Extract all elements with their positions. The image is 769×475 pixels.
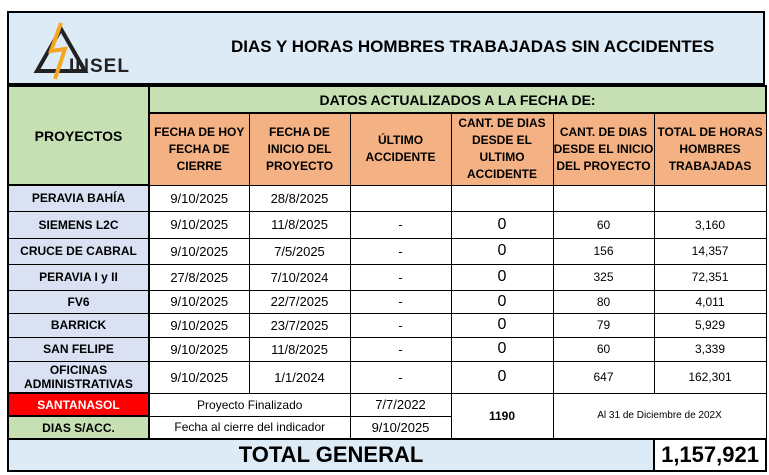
cell: 9/10/2025 bbox=[148, 237, 250, 265]
cell: 0 bbox=[450, 210, 554, 239]
cell: 11/8/2025 bbox=[248, 336, 351, 362]
table-row: PERAVIA BAHÍA 9/10/2025 28/8/2025 bbox=[7, 184, 767, 212]
cell: 9/10/2025 bbox=[148, 184, 250, 212]
column-header: TOTAL DE HORAS HOMBRES TRABAJADAS bbox=[653, 112, 767, 186]
cell bbox=[349, 184, 452, 212]
cell: 60 bbox=[552, 336, 655, 362]
project-name: CRUCE DE CABRAL bbox=[7, 237, 150, 265]
cell: 9/10/2025 bbox=[148, 312, 250, 338]
project-name: SAN FELIPE bbox=[7, 336, 150, 362]
cell: 156 bbox=[552, 237, 655, 265]
project-name: PERAVIA BAHÍA bbox=[7, 184, 150, 212]
proyectos-header: PROYECTOS bbox=[7, 85, 150, 186]
cell: 79 bbox=[552, 312, 655, 338]
cell bbox=[450, 184, 554, 212]
column-header: CANT. DE DIAS DESDE EL INICIO DEL PROYEC… bbox=[552, 112, 655, 186]
cell: 5,929 bbox=[653, 312, 767, 338]
cierre-label: Fecha al cierre del indicador bbox=[148, 415, 351, 440]
cell: 14,357 bbox=[653, 237, 767, 265]
table-row: OFICINAS ADMINISTRATIVAS 9/10/2025 1/1/202… bbox=[7, 360, 767, 394]
table-row: BARRICK 9/10/2025 23/7/2025-0 79 5,929 bbox=[7, 312, 767, 338]
santanasol-label: SANTANASOL bbox=[7, 392, 150, 417]
cell: 7/5/2025 bbox=[248, 237, 351, 265]
finalizado-label: Proyecto Finalizado bbox=[148, 392, 351, 417]
cierre-date: 9/10/2025 bbox=[349, 415, 452, 440]
table-row: CRUCE DE CABRAL 9/10/2025 7/5/2025-0 156 14,… bbox=[7, 237, 767, 265]
cell: 28/8/2025 bbox=[248, 184, 351, 212]
cell: 3,339 bbox=[653, 336, 767, 362]
cell: 27/8/2025 bbox=[148, 263, 250, 291]
table-row: SAN FELIPE 9/10/2025 11/8/2025-0 60 3,339 bbox=[7, 336, 767, 362]
cell: 9/10/2025 bbox=[148, 210, 250, 239]
projects-table: PROYECTOS DATOS ACTUALIZADOS A LA FECHA … bbox=[7, 85, 768, 472]
cell: - bbox=[349, 289, 452, 314]
cell bbox=[653, 184, 767, 212]
cell: 3,160 bbox=[653, 210, 767, 239]
cell: 60 bbox=[552, 210, 655, 239]
cell: - bbox=[349, 263, 452, 291]
dias-label: DIAS S/ACC. bbox=[7, 415, 150, 440]
cell: 0 bbox=[450, 263, 554, 291]
cell: 4,011 bbox=[653, 289, 767, 314]
datos-header: DATOS ACTUALIZADOS A LA FECHA DE: bbox=[147, 85, 768, 114]
al-label: Al 31 de Diciembre de 202X bbox=[552, 392, 767, 440]
cell: - bbox=[349, 336, 452, 362]
cell: 0 bbox=[450, 289, 554, 314]
cell: 7/10/2024 bbox=[248, 263, 351, 291]
project-name: SIEMENS L2C bbox=[7, 210, 150, 239]
cell: - bbox=[349, 237, 452, 265]
project-name: FV6 bbox=[7, 289, 150, 314]
logo-text: INSEL bbox=[69, 56, 130, 77]
cell: 162,301 bbox=[653, 360, 767, 394]
cell: 1/1/2024 bbox=[248, 360, 351, 394]
cell bbox=[552, 184, 655, 212]
cell: 9/10/2025 bbox=[148, 289, 250, 314]
cell: 0 bbox=[450, 312, 554, 338]
total-label: TOTAL GENERAL bbox=[7, 438, 655, 472]
cell: 9/10/2025 bbox=[148, 336, 250, 362]
project-name: OFICINAS ADMINISTRATIVAS bbox=[7, 360, 150, 394]
table-row: PERAVIA I y II 27/8/2025 7/10/2024-0 325 72,… bbox=[7, 263, 767, 291]
cell: 9/10/2025 bbox=[148, 360, 250, 394]
page-title: DIAS Y HORAS HOMBRES TRABAJADAS SIN ACCI… bbox=[231, 37, 715, 56]
insel-logo-icon bbox=[33, 22, 89, 80]
cell: 0 bbox=[450, 237, 554, 265]
cell: - bbox=[349, 312, 452, 338]
column-header: FECHA DE INICIO DEL PROYECTO bbox=[248, 112, 351, 186]
table-row: FV6 9/10/2025 22/7/2025-0 80 4,011 bbox=[7, 289, 767, 314]
cell: 22/7/2025 bbox=[248, 289, 351, 314]
cell: - bbox=[349, 210, 452, 239]
cell: 23/7/2025 bbox=[248, 312, 351, 338]
cell: 72,351 bbox=[653, 263, 767, 291]
cell: 0 bbox=[450, 360, 554, 394]
project-name: PERAVIA I y II bbox=[7, 263, 150, 291]
cell: - bbox=[349, 360, 452, 394]
column-header: ÚLTIMO ACCIDENTE bbox=[349, 112, 452, 186]
cell: 0 bbox=[450, 336, 554, 362]
project-name: BARRICK bbox=[7, 312, 150, 338]
dias-value: 1190 bbox=[450, 392, 554, 440]
fin-date: 7/7/2022 bbox=[349, 392, 452, 417]
table-row: SIEMENS L2C 9/10/2025 11/8/2025-0 60 3,160 bbox=[7, 210, 767, 239]
cell: 80 bbox=[552, 289, 655, 314]
column-header: FECHA DE HOY FECHA DE CIERRE bbox=[148, 112, 250, 186]
title-banner: INSEL DIAS Y HORAS HOMBRES TRABAJADAS SI… bbox=[7, 11, 765, 85]
cell: 325 bbox=[552, 263, 655, 291]
cell: 647 bbox=[552, 360, 655, 394]
cell: 11/8/2025 bbox=[248, 210, 351, 239]
total-value: 1,157,921 bbox=[652, 438, 768, 472]
column-header: CANT. DE DIAS DESDE EL ULTIMO ACCIDENTE bbox=[450, 112, 554, 186]
